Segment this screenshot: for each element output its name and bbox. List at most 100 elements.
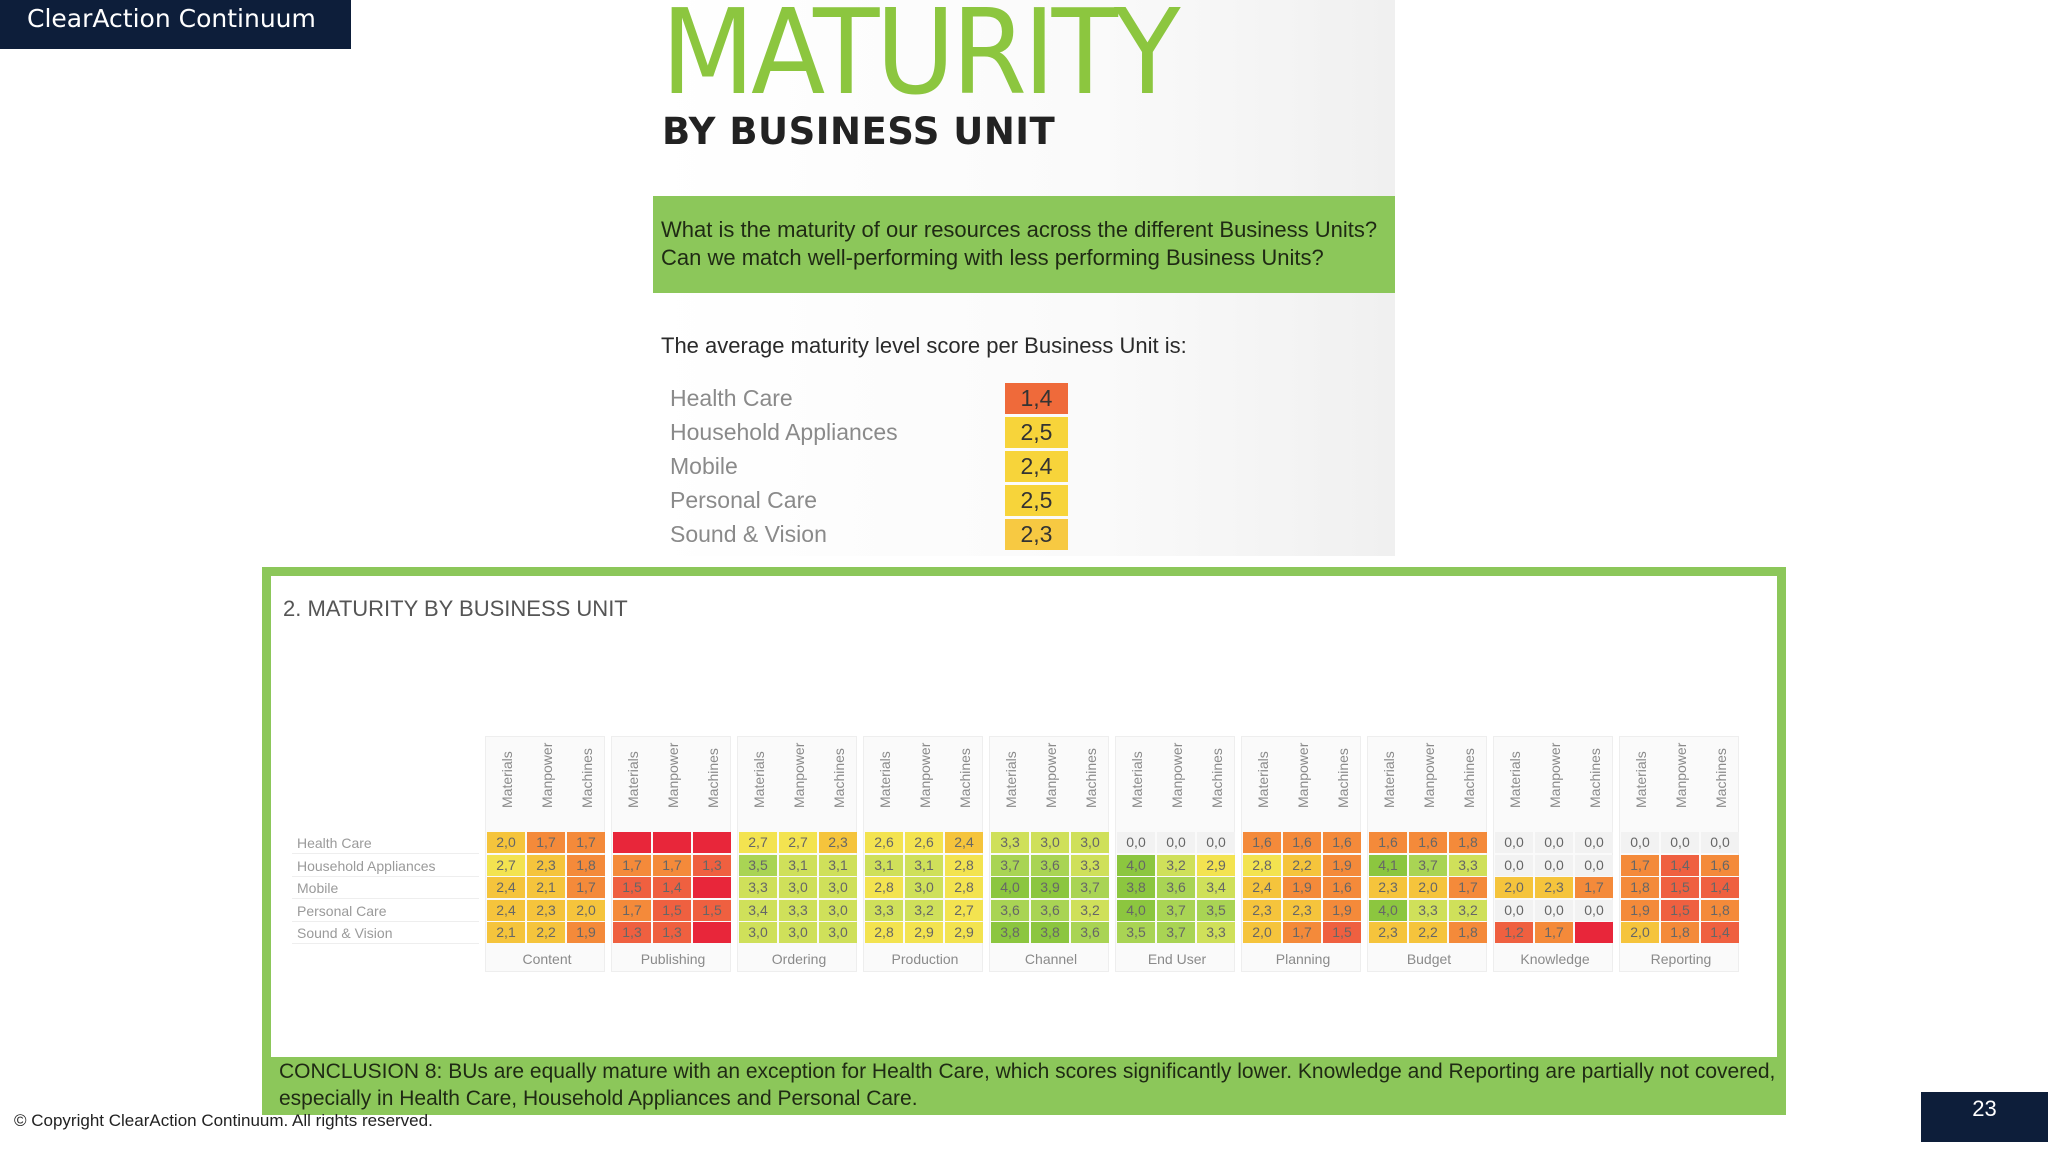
maturity-cell: 2,4 (487, 877, 525, 898)
maturity-cell: 3,2 (1449, 899, 1487, 921)
resource-header: Machines (1461, 748, 1477, 808)
maturity-cell: 1,7 (1449, 877, 1487, 898)
maturity-cell: 3,0 (1031, 832, 1069, 853)
maturity-cell: 2,8 (865, 922, 903, 943)
maturity-cell (693, 832, 731, 853)
maturity-cell: 1,8 (1661, 922, 1699, 943)
maturity-cell: 1,8 (1701, 899, 1739, 921)
category-label: Planning (1275, 950, 1331, 967)
maturity-cell: 1,6 (1369, 832, 1407, 853)
average-score-badge: 2,5 (1005, 417, 1068, 448)
maturity-cell: 0,0 (1197, 832, 1235, 853)
maturity-cell: 1,7 (1535, 922, 1573, 943)
resource-header: Materials (1129, 751, 1145, 808)
maturity-cell: 1,7 (527, 832, 565, 853)
maturity-cell: 2,6 (865, 832, 903, 853)
maturity-cell (1575, 922, 1613, 943)
maturity-cell: 2,9 (905, 922, 943, 943)
maturity-cell: 4,0 (991, 877, 1029, 898)
maturity-cell: 1,5 (1661, 899, 1699, 921)
maturity-cell: 2,3 (1535, 877, 1573, 898)
average-row: Personal Care 2,5 (670, 485, 1080, 519)
business-unit-row-label: Sound & Vision (292, 922, 479, 944)
maturity-cell: 2,8 (945, 854, 983, 876)
maturity-cell: 3,3 (1071, 854, 1109, 876)
maturity-cell: 2,2 (527, 922, 565, 943)
maturity-cell: 3,0 (1071, 832, 1109, 853)
maturity-cell: 0,0 (1535, 832, 1573, 853)
maturity-cell: 3,5 (739, 854, 777, 876)
maturity-cell: 1,6 (1409, 832, 1447, 853)
maturity-cell: 3,3 (991, 832, 1029, 853)
average-unit-label: Household Appliances (670, 419, 898, 445)
maturity-cell: 1,8 (1621, 877, 1659, 898)
maturity-cell: 3,3 (1409, 899, 1447, 921)
resource-header: Materials (625, 751, 641, 808)
maturity-cell: 3,1 (819, 854, 857, 876)
maturity-cell: 1,8 (1449, 922, 1487, 943)
resource-header: Materials (877, 751, 893, 808)
maturity-cell: 2,9 (945, 922, 983, 943)
maturity-cell: 0,0 (1535, 899, 1573, 921)
maturity-cell: 1,5 (693, 899, 731, 921)
average-score-badge: 1,4 (1005, 383, 1068, 414)
resource-header: Materials (751, 751, 767, 808)
maturity-cell: 3,3 (1449, 854, 1487, 876)
maturity-cell: 3,2 (905, 899, 943, 921)
maturity-cell: 3,7 (1157, 922, 1195, 943)
maturity-cell: 1,5 (1323, 922, 1361, 943)
maturity-cell: 1,4 (653, 877, 691, 898)
category-label: Budget (1406, 950, 1452, 967)
maturity-cell: 3,8 (1031, 922, 1069, 943)
maturity-cell: 3,7 (991, 854, 1029, 876)
average-score-badge: 2,3 (1005, 519, 1068, 550)
maturity-cell: 1,4 (1661, 854, 1699, 876)
maturity-cell: 2,1 (527, 877, 565, 898)
resource-header: Machines (1335, 748, 1351, 808)
maturity-cell: 3,3 (779, 899, 817, 921)
maturity-cell: 1,5 (613, 877, 651, 898)
average-row: Health Care 1,4 (670, 383, 1080, 417)
resource-header: Machines (1713, 748, 1729, 808)
resource-header: Materials (499, 751, 515, 808)
resource-header: Machines (705, 748, 721, 808)
maturity-cell: 3,0 (779, 922, 817, 943)
resource-header: Machines (831, 748, 847, 808)
maturity-cell: 2,3 (1283, 899, 1321, 921)
maturity-cell: 1,7 (567, 877, 605, 898)
maturity-cell: 2,7 (945, 899, 983, 921)
maturity-table-frame: 2. MATURITY BY BUSINESS UNIT Materials Ma… (262, 567, 1786, 1115)
maturity-cell: 2,6 (905, 832, 943, 853)
maturity-cell: 1,9 (1621, 899, 1659, 921)
average-row: Sound & Vision 2,3 (670, 519, 1080, 553)
main-title: MATURITY (661, 0, 1181, 121)
maturity-cell: 3,3 (739, 877, 777, 898)
maturity-cell: 3,1 (865, 854, 903, 876)
maturity-cell: 1,3 (613, 922, 651, 943)
maturity-cell: 0,0 (1621, 832, 1659, 853)
maturity-cell: 1,5 (653, 899, 691, 921)
maturity-cell (653, 832, 691, 853)
maturity-cell: 2,1 (487, 922, 525, 943)
maturity-cell: 3,6 (1157, 877, 1195, 898)
maturity-cell: 0,0 (1535, 854, 1573, 876)
resource-header: Manpower (1421, 742, 1437, 808)
maturity-cell: 0,0 (1495, 854, 1533, 876)
panel-title: 2. MATURITY BY BUSINESS UNIT (283, 596, 628, 621)
category-label: Production (891, 950, 959, 967)
resource-header: Machines (957, 748, 973, 808)
maturity-cell: 2,7 (779, 832, 817, 853)
maturity-cell: 0,0 (1117, 832, 1155, 853)
top-panel: MATURITY BY BUSINESS UNIT What is the ma… (653, 0, 1395, 556)
category-label: Ordering (771, 950, 827, 967)
maturity-cell: 2,0 (487, 832, 525, 853)
maturity-cell: 1,7 (1621, 854, 1659, 876)
maturity-cell: 3,7 (1157, 899, 1195, 921)
copyright: © Copyright ClearAction Continuum. All r… (14, 1111, 433, 1130)
maturity-cell: 3,1 (905, 854, 943, 876)
maturity-cell: 1,9 (1323, 854, 1361, 876)
maturity-cell: 3,0 (779, 877, 817, 898)
maturity-cell: 4,1 (1369, 854, 1407, 876)
maturity-cell: 3,8 (991, 922, 1029, 943)
maturity-cell: 3,6 (1031, 899, 1069, 921)
